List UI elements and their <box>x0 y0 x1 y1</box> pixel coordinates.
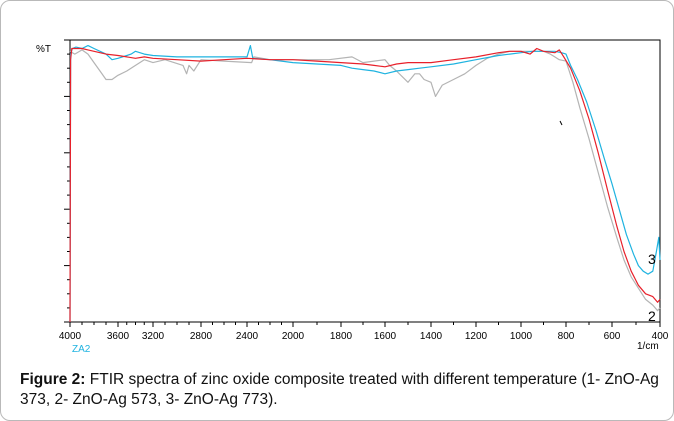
x-tick-label: 1000 <box>510 331 533 342</box>
x-tick-label: 2400 <box>236 331 259 342</box>
caption-text: FTIR spectra of zinc oxide composite tre… <box>20 371 659 408</box>
series-annotation-3: 3 <box>648 251 656 267</box>
x-tick-label: 1200 <box>465 331 488 342</box>
x-tick-label: 3200 <box>142 331 165 342</box>
x-tick-label: 800 <box>558 331 575 342</box>
sample-label: ZA2 <box>72 344 91 355</box>
caption-label: Figure 2: <box>20 371 86 388</box>
y-axis-label: %T <box>36 44 51 55</box>
x-tick-label: 4000 <box>59 331 82 342</box>
x-tick-label: 1400 <box>420 331 443 342</box>
x-axis-label: 1/cm <box>637 341 659 352</box>
x-tick-label: 2800 <box>190 331 213 342</box>
x-tick-label: 600 <box>604 331 621 342</box>
plot-frame <box>69 39 661 323</box>
y-tick-group <box>64 39 70 323</box>
series-line-1 <box>69 47 661 323</box>
ftir-chart: 4000 3600 3200 2800 2400 2000 1800 1600 1400 1200… <box>36 39 669 355</box>
x-tick-label: 1600 <box>374 331 397 342</box>
x-tick-group: 4000 3600 3200 2800 2400 2000 1800 1600 1400 1200… <box>59 322 669 342</box>
ftir-chart-svg: 4000 3600 3200 2800 2400 2000 1800 1600 1400 1200… <box>36 39 669 355</box>
x-tick-label: 3600 <box>107 331 130 342</box>
x-tick-label: 1800 <box>330 331 353 342</box>
series-line-2 <box>69 49 661 312</box>
x-tick-label: 400 <box>652 331 669 342</box>
stray-mark <box>559 120 563 126</box>
series-line-3 <box>69 45 661 323</box>
figure-caption: Figure 2: FTIR spectra of zinc oxide com… <box>20 370 670 410</box>
series-annotation-2: 2 <box>648 308 656 324</box>
x-tick-label: 2000 <box>282 331 305 342</box>
series-group <box>69 45 661 323</box>
